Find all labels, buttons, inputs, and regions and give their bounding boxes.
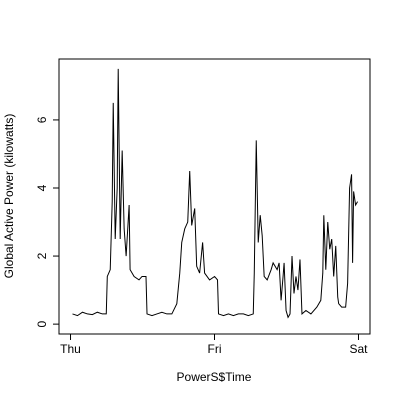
y-tick-label: 0 — [35, 320, 49, 327]
data-line — [72, 68, 359, 319]
y-tick-label: 2 — [35, 252, 49, 259]
plot-box — [58, 58, 371, 335]
y-tick-label: 4 — [35, 184, 49, 191]
y-axis-label: Global Active Power (kilowatts) — [2, 114, 16, 279]
x-axis-label: PowerS$Time — [177, 370, 252, 384]
x-tick-label: Fri — [208, 342, 222, 356]
x-tick-label: Sat — [349, 342, 368, 356]
y-tick-label: 6 — [35, 116, 49, 123]
x-tick-label: Thu — [60, 342, 81, 356]
